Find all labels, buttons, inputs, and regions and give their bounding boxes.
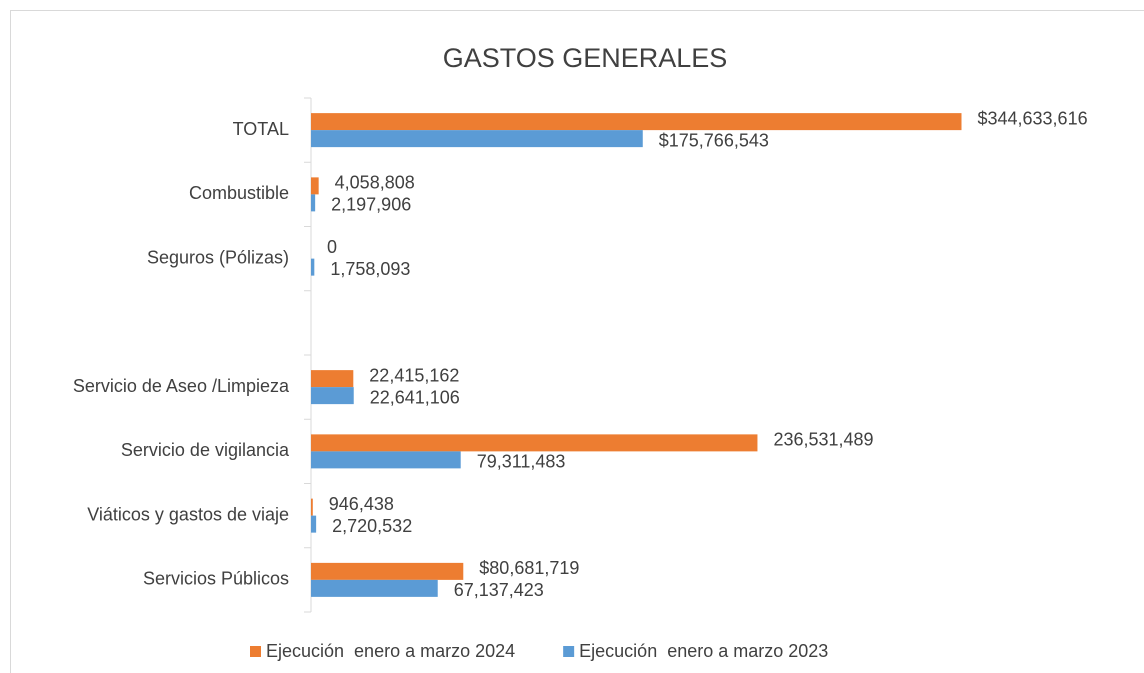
bar [311,177,319,195]
y-tick-label: Servicio de Aseo /Limpieza [73,376,290,396]
y-tick-label: Servicio de vigilancia [121,440,290,460]
bar [311,258,315,276]
data-label: 1,758,093 [330,259,410,279]
data-label: $80,681,719 [479,558,579,578]
legend-swatch [563,646,575,657]
legend-label: Ejecución enero a marzo 2023 [579,641,828,661]
bar [311,434,758,452]
data-label: 4,058,808 [335,173,415,193]
bar [311,194,316,212]
bar [311,562,464,580]
bar [311,451,461,469]
data-label: 22,641,106 [370,387,460,407]
data-label: $175,766,543 [659,130,769,150]
data-label: $344,633,616 [977,108,1087,128]
data-label: 236,531,489 [773,430,873,450]
y-tick-label: Servicios Públicos [143,569,289,589]
bar [311,515,317,533]
bar [311,113,962,131]
data-label: 67,137,423 [454,580,544,600]
bar [311,370,354,388]
data-label: 22,415,162 [369,365,459,385]
bar [311,387,354,405]
y-tick-label: Combustible [189,183,289,203]
data-label: 2,197,906 [331,195,411,215]
bar [311,498,313,516]
data-label: 946,438 [329,494,394,514]
data-label: 0 [327,237,337,257]
y-tick-label: TOTAL [233,119,289,139]
bar [311,130,643,148]
bar [311,579,438,597]
data-label: 79,311,483 [477,452,566,472]
y-tick-label: Viáticos y gastos de viaje [87,504,289,524]
chart-title: GASTOS GENERALES [443,43,728,73]
y-tick-label: Seguros (Pólizas) [147,247,289,267]
legend-label: Ejecución enero a marzo 2024 [266,641,515,661]
data-label: 2,720,532 [332,516,412,536]
legend-swatch [250,646,261,657]
